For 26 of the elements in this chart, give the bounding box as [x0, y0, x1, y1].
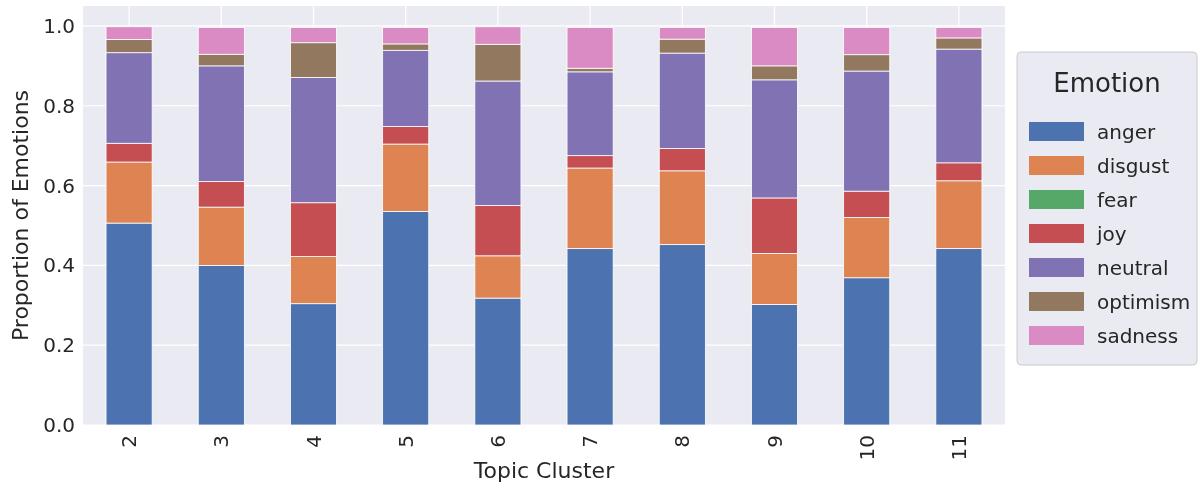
legend-label: neutral	[1097, 256, 1169, 280]
legend-label: disgust	[1097, 154, 1170, 178]
legend-label: optimism	[1097, 290, 1191, 314]
legend-title: Emotion	[1053, 68, 1161, 98]
x-tick-label: 11	[946, 435, 971, 461]
y-tick-label: 0.6	[43, 173, 75, 198]
x-axis-title: Topic Cluster	[472, 458, 616, 483]
legend-label: anger	[1097, 120, 1156, 144]
x-tick-label: 3	[209, 435, 234, 448]
y-tick-label: 0.2	[43, 333, 75, 358]
y-tick-label: 0.4	[43, 253, 75, 278]
x-tick-label: 5	[393, 435, 418, 448]
legend-label: sadness	[1097, 324, 1179, 348]
legend-label: fear	[1097, 188, 1138, 212]
x-tick-label: 4	[301, 435, 326, 448]
x-tick-label: 6	[485, 435, 510, 448]
x-tick-label: 7	[578, 435, 603, 448]
x-tick-label: 10	[854, 435, 879, 461]
x-tick-label: 2	[117, 435, 142, 448]
y-tick-label: 0.0	[43, 413, 75, 437]
y-axis-title: Proportion of Emotions	[8, 89, 33, 342]
legend-label: joy	[1096, 222, 1127, 246]
x-tick-label: 9	[762, 435, 787, 448]
x-tick-label: 8	[670, 435, 695, 448]
y-tick-label: 1.0	[43, 13, 75, 38]
y-tick-label: 0.8	[43, 93, 75, 118]
